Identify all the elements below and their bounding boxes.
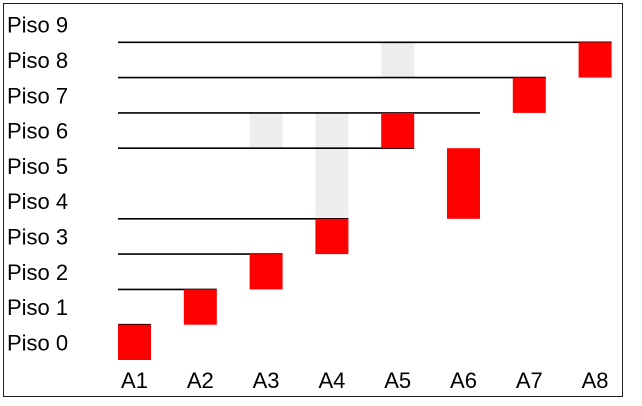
column-label-a4: A4	[318, 368, 345, 393]
floor-label-2: Piso 2	[7, 260, 68, 285]
column-label-a5: A5	[384, 368, 411, 393]
ghost-cell-a5-2	[381, 42, 415, 78]
floor-label-4: Piso 4	[7, 189, 68, 214]
occupied-cell-a5	[381, 112, 415, 149]
floor-label-1: Piso 1	[7, 295, 68, 320]
column-label-a1: A1	[121, 368, 148, 393]
occupied-cell-a1	[118, 324, 151, 360]
occupied-cell-a8	[578, 42, 612, 78]
floor-label-7: Piso 7	[7, 83, 68, 108]
column-label-a6: A6	[450, 368, 477, 393]
occupied-cell-a7	[512, 77, 546, 113]
occupied-cell-a2	[183, 289, 217, 325]
floor-label-0: Piso 0	[7, 330, 68, 355]
ghost-cell-a3-0	[249, 112, 283, 149]
occupied-cell-a4	[315, 218, 349, 255]
floor-label-3: Piso 3	[7, 224, 68, 249]
floor-label-9: Piso 9	[7, 13, 68, 38]
floor-label-5: Piso 5	[7, 154, 68, 179]
occupied-cell-a6	[447, 148, 480, 219]
occupied-cell-a3	[249, 254, 283, 290]
floor-label-8: Piso 8	[7, 48, 68, 73]
floor-label-6: Piso 6	[7, 119, 68, 144]
column-label-a2: A2	[187, 368, 214, 393]
column-label-a8: A8	[582, 368, 609, 393]
ghost-cell-a4-1	[315, 112, 349, 219]
column-label-a3: A3	[253, 368, 280, 393]
diagram-frame	[3, 3, 623, 397]
column-label-a7: A7	[516, 368, 543, 393]
